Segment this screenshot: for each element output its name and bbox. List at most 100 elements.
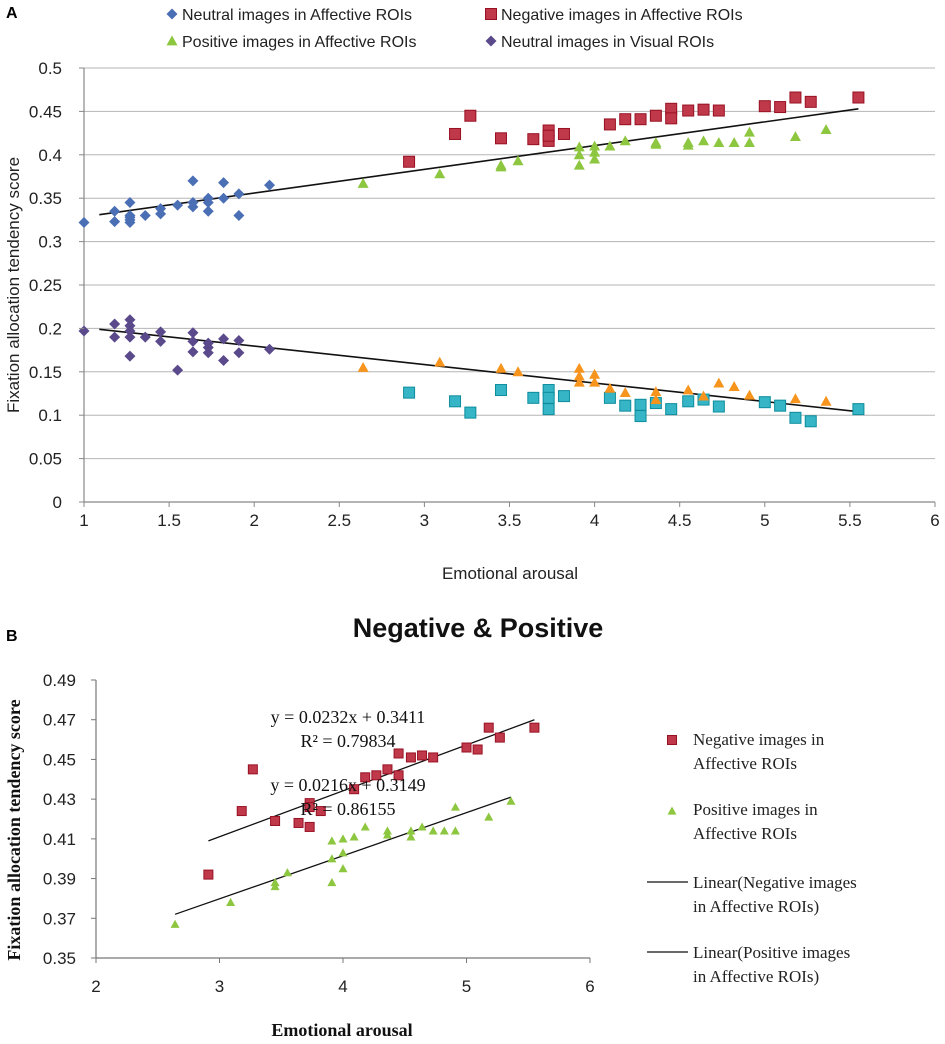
legend-label: Linear(Negative images xyxy=(693,873,857,892)
x-tick-label: 6 xyxy=(585,977,594,996)
series-negative-images-in-affective-rois xyxy=(403,91,865,168)
data-point xyxy=(728,381,740,391)
data-point xyxy=(804,415,817,428)
legend-marker xyxy=(485,35,497,47)
data-point xyxy=(170,919,180,928)
data-point xyxy=(124,325,136,337)
data-point xyxy=(393,748,404,759)
data-point xyxy=(124,197,136,209)
data-point xyxy=(202,347,214,359)
x-tick-label: 5 xyxy=(462,977,471,996)
data-point xyxy=(417,822,427,831)
trendline xyxy=(99,328,859,413)
data-point xyxy=(483,722,494,733)
data-point xyxy=(124,211,136,223)
data-point xyxy=(304,802,315,813)
x-tick-label: 4 xyxy=(590,511,599,530)
data-point xyxy=(542,391,555,404)
panel-b: B Negative & Positive 2 3 4 5 6 0.35 0.37 0.39 0… xyxy=(4,613,857,1040)
legend-a: Neutral images in Affective ROIs Negative… xyxy=(166,7,743,51)
data-point xyxy=(226,897,236,906)
data-point xyxy=(449,395,462,408)
trend-equation: y = 0.0232x + 0.3411 xyxy=(271,707,426,727)
data-point xyxy=(713,137,725,148)
data-point xyxy=(512,155,524,166)
data-point xyxy=(406,826,416,835)
x-tick-label: 2.5 xyxy=(327,511,351,530)
series-negative-images-in-affective-rois xyxy=(203,722,540,880)
series-positive-images-in-visual-rois xyxy=(357,356,832,406)
data-point xyxy=(634,113,647,126)
data-point xyxy=(187,346,199,358)
data-point xyxy=(434,356,446,367)
data-point xyxy=(529,722,540,733)
data-point xyxy=(743,126,755,137)
data-point xyxy=(434,168,446,179)
legend-label: Neutral images in Affective ROIs xyxy=(182,7,412,24)
data-point xyxy=(712,104,725,117)
legend-label: Positive images in xyxy=(693,800,818,819)
y-tick-label: 0.2 xyxy=(38,319,62,338)
data-point xyxy=(464,406,477,419)
data-point xyxy=(634,410,647,423)
data-point xyxy=(682,104,695,117)
data-point xyxy=(804,95,817,108)
x-tick-label: 3 xyxy=(420,511,429,530)
data-point xyxy=(573,149,585,160)
y-tick-label: 0.47 xyxy=(43,711,76,730)
y-tick-label: 0.39 xyxy=(43,870,76,889)
y-tick-label: 0.41 xyxy=(43,830,76,849)
data-point xyxy=(557,127,570,140)
data-point xyxy=(494,132,507,145)
x-tick-label: 4 xyxy=(338,977,347,996)
data-point xyxy=(697,103,710,116)
data-point xyxy=(78,217,90,229)
data-point xyxy=(270,815,281,826)
data-point xyxy=(573,362,585,373)
data-point xyxy=(743,389,755,400)
trend-r-squared: R² = 0.86155 xyxy=(300,799,395,819)
data-point xyxy=(589,146,601,157)
series-neutral-images-in-visual-rois xyxy=(78,314,276,376)
data-point xyxy=(405,752,416,763)
y-tick-label: 0.35 xyxy=(29,189,62,208)
y-tick-label: 0.43 xyxy=(43,790,76,809)
data-point xyxy=(124,350,136,362)
data-point xyxy=(495,161,507,172)
data-point xyxy=(472,744,483,755)
data-point xyxy=(155,208,167,220)
data-point xyxy=(573,370,585,381)
series-negative-images-in-visual-rois xyxy=(403,384,865,428)
data-point xyxy=(124,314,136,326)
data-point xyxy=(604,140,616,151)
x-tick-label: 3.5 xyxy=(498,511,522,530)
data-point xyxy=(218,177,230,189)
legend-label: in Affective ROIs) xyxy=(693,897,819,916)
trend-equation: y = 0.0216x + 0.3149 xyxy=(270,775,425,795)
data-point xyxy=(172,199,184,211)
trend-r-squared: R² = 0.79834 xyxy=(300,731,395,751)
data-point xyxy=(172,364,184,376)
points-a xyxy=(78,91,865,428)
legend-label: Linear(Positive images xyxy=(693,943,850,962)
x-tick-label: 2 xyxy=(91,977,100,996)
legend-marker xyxy=(166,8,178,20)
data-point xyxy=(852,91,865,104)
legend-label: Neutral images in Visual ROIs xyxy=(501,34,714,51)
data-point xyxy=(603,391,616,404)
data-point xyxy=(357,177,369,188)
data-point xyxy=(403,386,416,399)
legend-marker xyxy=(485,8,497,20)
data-point xyxy=(360,772,371,783)
y-tick-label: 0.45 xyxy=(43,750,76,769)
data-point xyxy=(650,394,662,404)
data-point xyxy=(218,333,230,345)
x-tick-label: 3 xyxy=(215,977,224,996)
y-tick-label: 0.45 xyxy=(29,102,62,121)
x-axis-label-a: Emotional arousal xyxy=(442,564,578,583)
data-point xyxy=(589,140,601,151)
data-point xyxy=(682,137,694,148)
data-point xyxy=(403,155,416,168)
y-tick-label: 0.05 xyxy=(29,450,62,469)
data-point xyxy=(233,188,245,200)
